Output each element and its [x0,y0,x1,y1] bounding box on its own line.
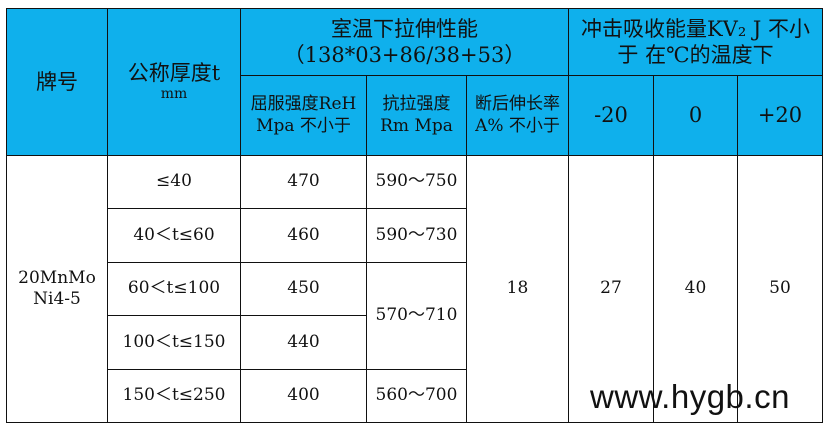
thickness-cell: ≤40 [107,155,241,209]
table-row: 150＜t≤250 400 560～700 [7,369,823,423]
yield-cell: 450 [240,262,367,316]
tensile-cell: 590～750 [366,155,467,209]
properties-table: 牌号 公称厚度t mm 室温下拉伸性能 （138*03+86/38+53） 冲击吸收… [6,8,823,423]
thickness-label: 公称厚度t [127,61,221,86]
thickness-cell: 100＜t≤150 [107,315,241,370]
header-temp-0: 0 [653,75,738,156]
thickness-cell: 150＜t≤250 [107,369,241,423]
yield-cell: 400 [240,369,367,423]
header-temp-minus20: -20 [568,75,654,156]
header-temp-plus20: +20 [737,75,823,156]
impact-0-cell: 40 [653,155,738,423]
impact-plus20-cell: 50 [737,155,823,423]
yield-cell: 440 [240,315,367,370]
yield-cell: 470 [240,155,367,209]
grade-cell: 20MnMoNi4-5 [6,155,108,423]
watermark: www.hygb.cn [590,378,790,415]
thickness-cell: 40＜t≤60 [107,208,241,263]
table-row: 100＜t≤150 440 [7,315,823,370]
elongation-cell: 18 [466,155,569,423]
header-yield: 屈服强度ReH Mpa 不小于 [240,75,367,156]
tensile-cell: 590～730 [366,208,467,263]
table-row: 60＜t≤100 450 570～710 [7,262,823,370]
table-row: 20MnMoNi4-5 ≤40 470 590～750 18 27 40 50 [6,155,823,423]
table-row: 40＜t≤60 460 590～730 [7,208,823,263]
tensile-group-sub: （138*03+86/38+53） [283,43,526,67]
tensile-cell: 570～710 [366,262,467,370]
header-grade: 牌号 [6,8,108,156]
tensile-group-label: 室温下拉伸性能 [331,16,478,41]
header-elongation: 断后伸长率A% 不小于 [466,75,569,156]
tensile-cell: 560～700 [366,369,467,423]
thickness-unit: mm [160,86,188,103]
impact-minus20-cell: 27 [568,155,654,423]
yield-cell: 460 [240,208,367,263]
header-thickness: 公称厚度t mm [107,8,241,156]
header-tensile-strength: 抗拉强度 Rm Mpa [366,75,467,156]
thickness-cell: 60＜t≤100 [107,262,241,316]
header-tensile-group: 室温下拉伸性能 （138*03+86/38+53） [240,8,569,76]
header-impact-group: 冲击吸收能量KV₂ J 不小于 在℃的温度下 [568,8,823,76]
